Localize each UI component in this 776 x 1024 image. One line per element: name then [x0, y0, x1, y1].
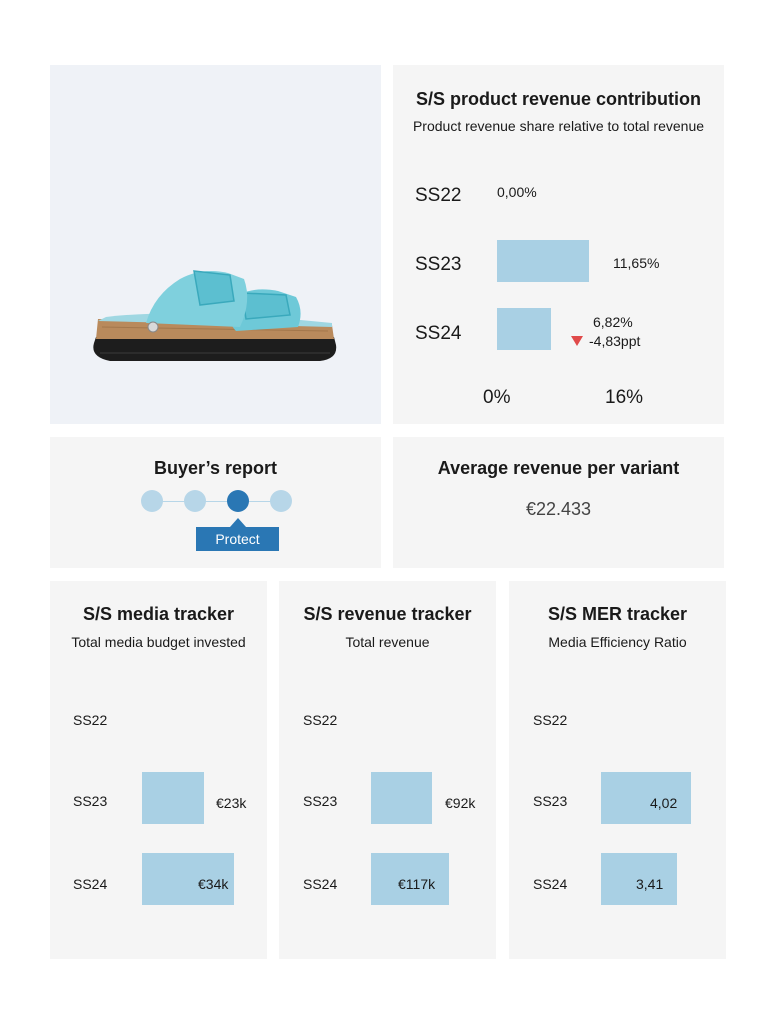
- mer-value-ss24: 3,41: [636, 876, 664, 892]
- mer-bar-ss23: [601, 772, 691, 824]
- bar-ss24: [497, 308, 551, 350]
- mer-season-ss24: SS24: [533, 876, 568, 892]
- step-3-active: [227, 490, 249, 512]
- mer-bar-ss24: [601, 853, 678, 905]
- row-value-ss22: 0,00%: [497, 184, 537, 200]
- avg-revenue-title: Average revenue per variant: [437, 458, 680, 478]
- revenue-season-ss24: SS24: [303, 876, 338, 892]
- media-tracker-title: S/S media tracker: [82, 604, 235, 624]
- avg-revenue-card: Average revenue per variant €22.433: [393, 437, 724, 568]
- media-season-ss24: SS24: [73, 876, 108, 892]
- protect-badge: Protect: [196, 527, 279, 551]
- revenue-value-ss24: €117k: [398, 876, 436, 892]
- mer-season-ss22: SS22: [533, 712, 568, 728]
- mer-tracker-subtitle: Media Efficiency Ratio: [548, 634, 687, 650]
- revenue-bar-ss24: [371, 853, 449, 905]
- row-season-ss22: SS22: [415, 185, 462, 206]
- revenue-bar-ss23: [371, 772, 433, 824]
- revenue-value-ss23: €92k: [445, 795, 476, 811]
- step-connector: [160, 501, 284, 502]
- avg-revenue-value: €22.433: [525, 499, 592, 519]
- revenue-contribution-card: S/S product revenue contribution Product…: [393, 65, 724, 424]
- revenue-tracker-title: S/S revenue tracker: [303, 604, 472, 624]
- media-value-ss24: €34k: [198, 876, 229, 892]
- media-bar-ss23: [142, 772, 205, 824]
- axis-min-label: 0%: [483, 387, 511, 408]
- media-bar-ss24: [142, 853, 234, 905]
- revenue-tracker-card: S/S revenue tracker Total revenue SS22 S…: [279, 581, 496, 959]
- buyers-report-title: Buyer’s report: [153, 458, 278, 478]
- revenue-contribution-subtitle: Product revenue share relative to total …: [412, 118, 705, 134]
- row-value-ss23: 11,65%: [613, 255, 660, 271]
- row-delta-ss24: -4,83ppt: [589, 333, 641, 349]
- row-season-ss23: SS23: [415, 254, 462, 275]
- axis-max-label: 16%: [605, 387, 644, 408]
- bar-ss23: [497, 240, 589, 282]
- row-value-ss24: 6,82%: [593, 314, 633, 330]
- mer-tracker-title: S/S MER tracker: [547, 604, 688, 624]
- product-image-card: [50, 65, 381, 424]
- step-4: [270, 490, 292, 512]
- mer-value-ss23: 4,02: [650, 795, 678, 811]
- step-2: [184, 490, 206, 512]
- media-tracker-subtitle: Total media budget invested: [71, 634, 246, 650]
- badge-pointer: [230, 518, 246, 527]
- step-1: [141, 490, 163, 512]
- revenue-season-ss22: SS22: [303, 712, 338, 728]
- down-arrow-icon: [571, 336, 583, 346]
- media-tracker-card: S/S media tracker Total media budget inv…: [50, 581, 267, 959]
- mer-tracker-card: S/S MER tracker Media Efficiency Ratio S…: [509, 581, 726, 959]
- mer-season-ss23: SS23: [533, 793, 568, 809]
- revenue-tracker-subtitle: Total revenue: [345, 634, 430, 650]
- revenue-season-ss23: SS23: [303, 793, 338, 809]
- media-value-ss23: €23k: [216, 795, 247, 811]
- row-season-ss24: SS24: [415, 323, 462, 344]
- media-season-ss22: SS22: [73, 712, 108, 728]
- revenue-contribution-title: S/S product revenue contribution: [415, 89, 702, 109]
- media-season-ss23: SS23: [73, 793, 108, 809]
- sandal-image: [93, 270, 337, 361]
